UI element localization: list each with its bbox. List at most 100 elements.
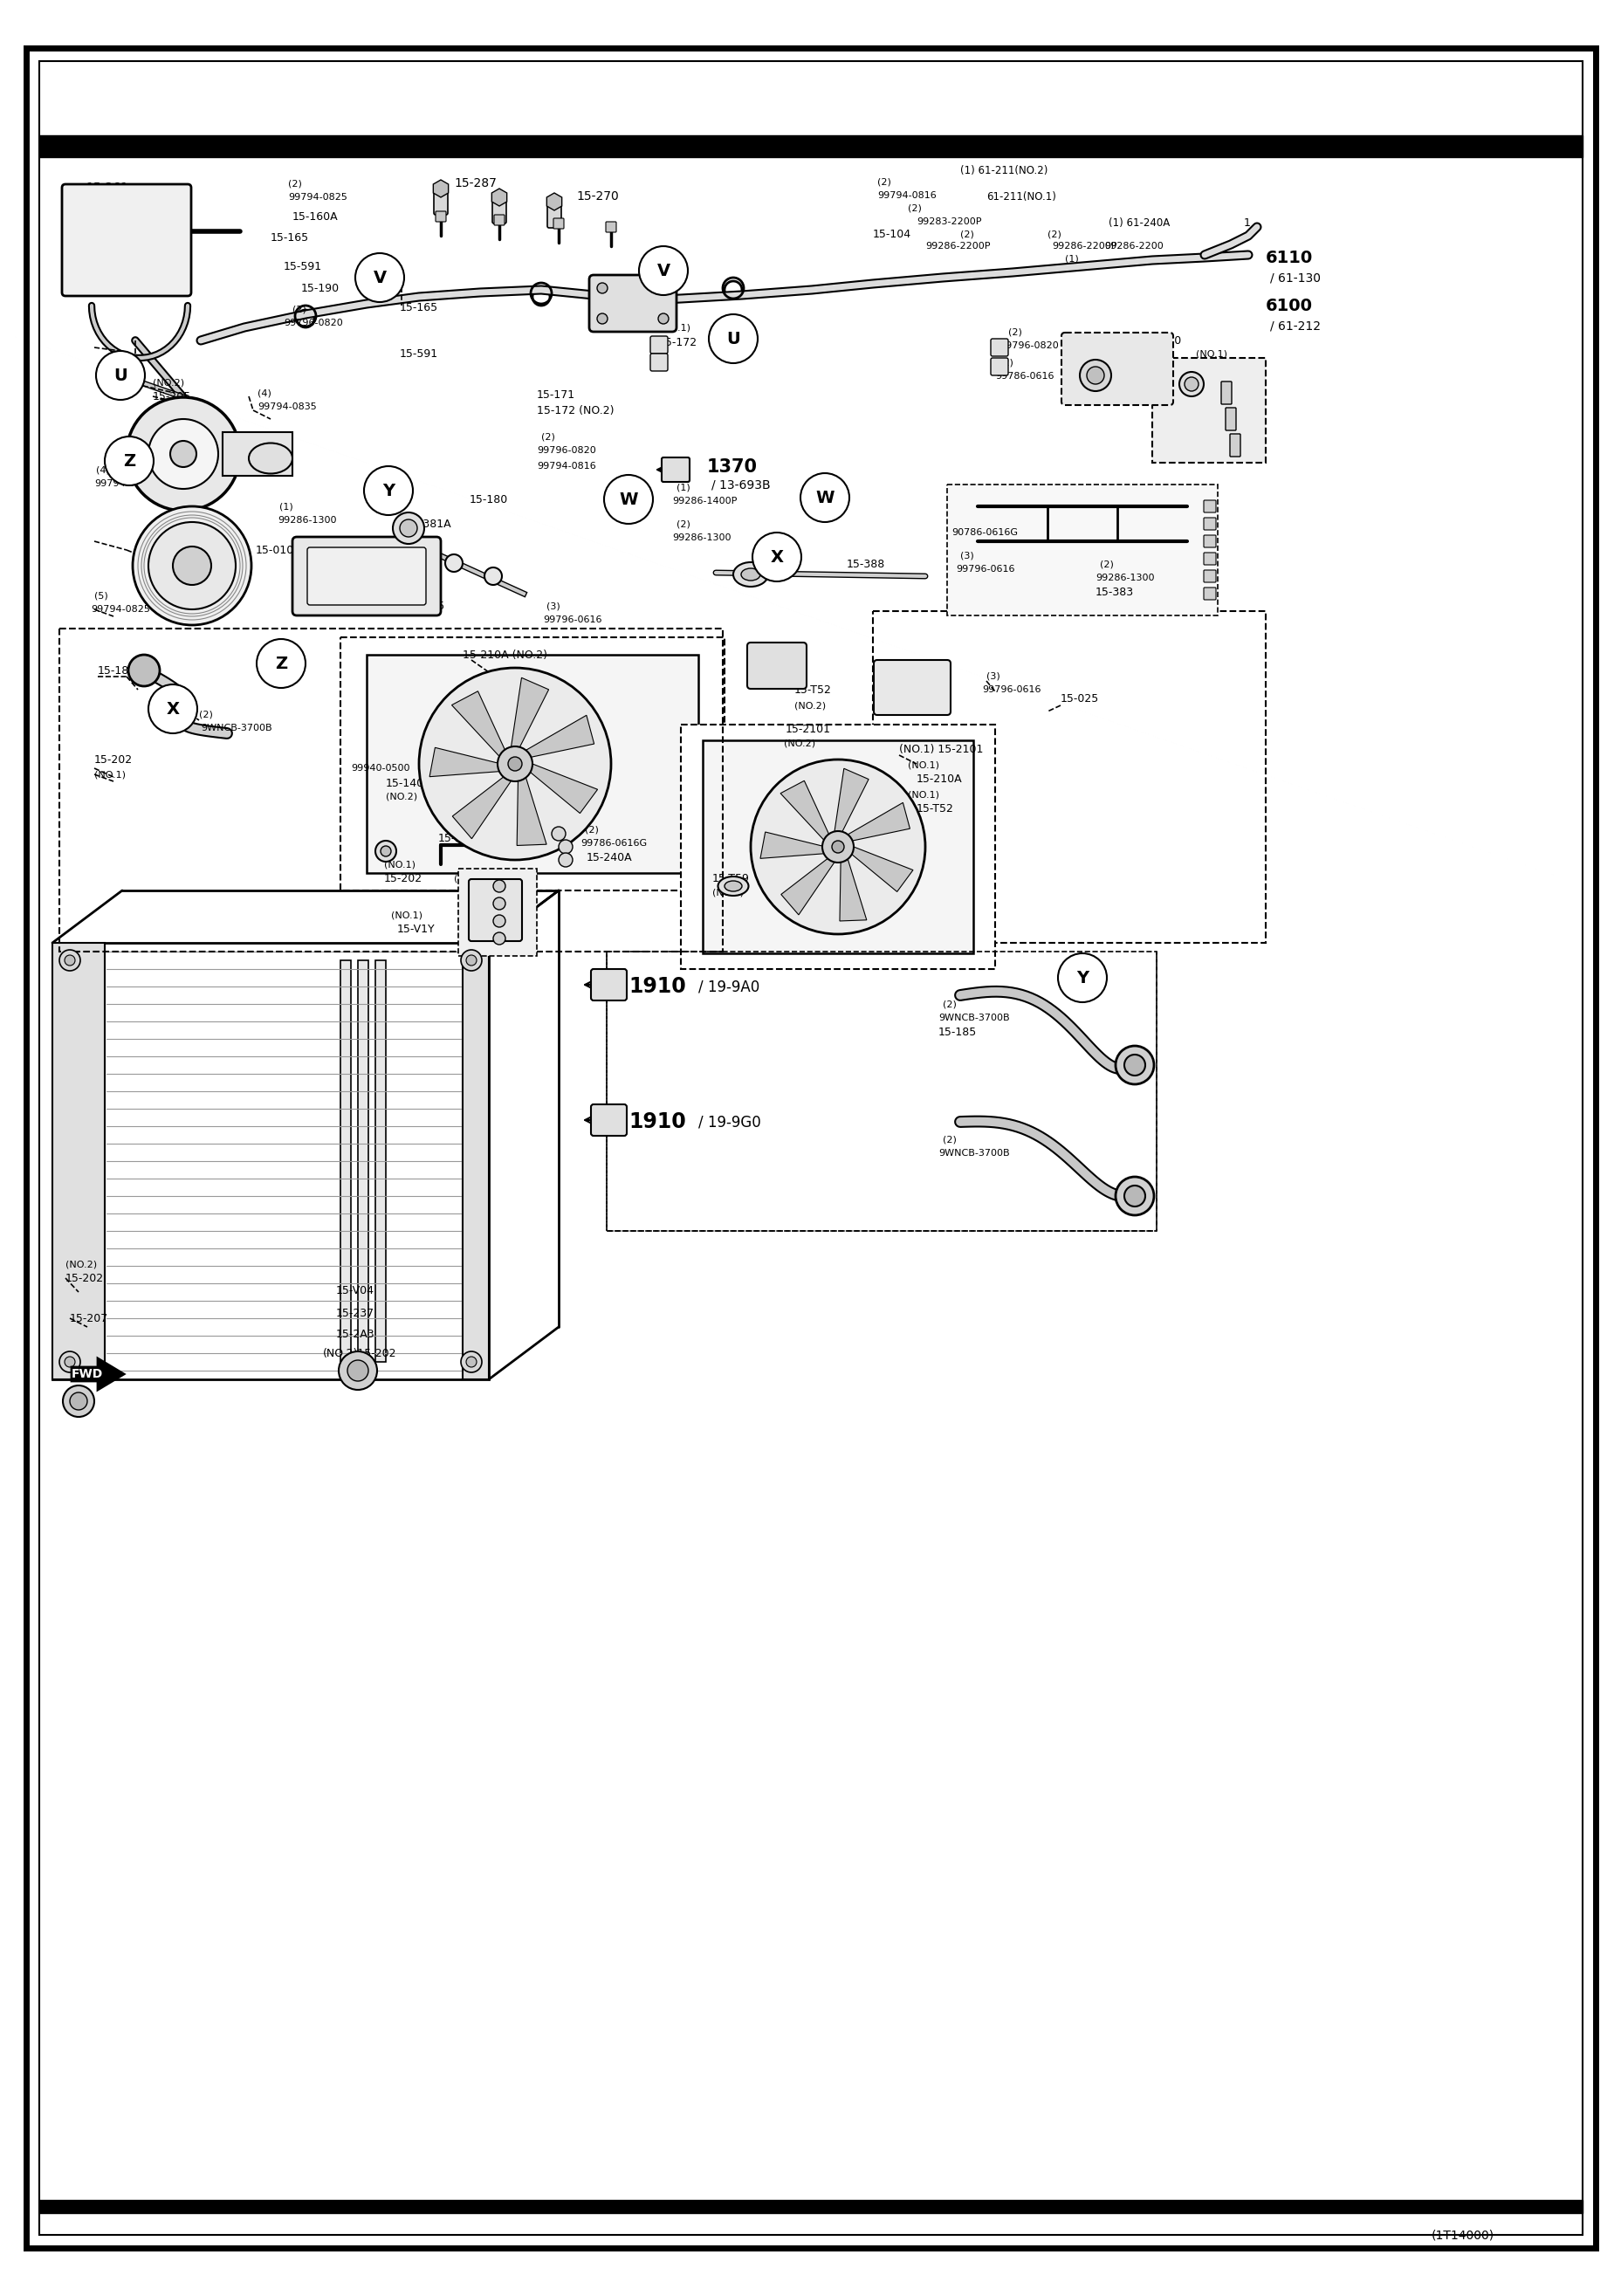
Text: 99794-0825: 99794-0825 xyxy=(289,193,347,202)
Circle shape xyxy=(751,760,926,934)
Text: V: V xyxy=(373,269,386,287)
Text: 99940-0500: 99940-0500 xyxy=(350,765,410,774)
Text: Z: Z xyxy=(123,452,135,468)
Circle shape xyxy=(708,315,757,363)
Text: 1910: 1910 xyxy=(629,976,686,996)
Polygon shape xyxy=(491,188,507,207)
Text: (NO.2): (NO.2) xyxy=(783,739,815,746)
Circle shape xyxy=(558,840,572,854)
Circle shape xyxy=(1183,377,1198,390)
Text: 99796-0616: 99796-0616 xyxy=(981,684,1041,693)
FancyBboxPatch shape xyxy=(1203,517,1216,530)
FancyBboxPatch shape xyxy=(1060,333,1172,404)
Circle shape xyxy=(485,567,501,585)
Text: 15-190: 15-190 xyxy=(302,282,339,294)
Text: FWD: FWD xyxy=(71,1368,104,1380)
Text: 99794-0825: 99794-0825 xyxy=(91,604,151,613)
FancyBboxPatch shape xyxy=(1151,358,1264,464)
Text: 15-240A: 15-240A xyxy=(587,852,632,863)
Bar xyxy=(606,951,1156,1231)
Polygon shape xyxy=(430,748,499,776)
Text: X: X xyxy=(167,700,180,716)
Text: (2): (2) xyxy=(942,1134,956,1143)
Text: 15-210A: 15-210A xyxy=(916,774,961,785)
FancyBboxPatch shape xyxy=(436,211,446,223)
FancyBboxPatch shape xyxy=(306,546,426,604)
Text: 15-T52: 15-T52 xyxy=(916,804,953,815)
Text: 15-270: 15-270 xyxy=(575,191,618,202)
Text: 15-287: 15-287 xyxy=(454,177,496,191)
Text: (2): (2) xyxy=(199,709,212,719)
Circle shape xyxy=(65,1357,75,1366)
Text: / 61-212: / 61-212 xyxy=(1269,319,1319,331)
FancyBboxPatch shape xyxy=(1203,535,1216,546)
Text: / 19-9G0: / 19-9G0 xyxy=(699,1114,760,1130)
Text: 15-140: 15-140 xyxy=(775,886,814,898)
Circle shape xyxy=(1080,360,1110,390)
Text: 1910: 1910 xyxy=(629,1111,686,1132)
Text: 15-591: 15-591 xyxy=(284,259,323,271)
Polygon shape xyxy=(780,781,828,840)
Text: 15-180: 15-180 xyxy=(470,494,507,505)
Text: 15-140: 15-140 xyxy=(386,778,425,790)
Text: 99796-0616: 99796-0616 xyxy=(955,565,1015,574)
Text: 15-160A: 15-160A xyxy=(292,211,339,223)
Text: (NO.2): (NO.2) xyxy=(454,875,485,882)
Circle shape xyxy=(355,253,404,303)
Circle shape xyxy=(70,1391,88,1410)
FancyBboxPatch shape xyxy=(1203,501,1216,512)
Circle shape xyxy=(363,466,413,514)
Circle shape xyxy=(460,951,481,971)
Text: V: V xyxy=(657,262,669,278)
Text: 15-591: 15-591 xyxy=(400,349,438,358)
FancyBboxPatch shape xyxy=(292,537,441,615)
Circle shape xyxy=(339,1352,378,1389)
Circle shape xyxy=(465,955,477,967)
Polygon shape xyxy=(511,677,548,746)
Text: (2): (2) xyxy=(877,177,890,186)
Text: 99286-2200P: 99286-2200P xyxy=(926,241,990,250)
Text: 15-010S: 15-010S xyxy=(256,544,302,556)
FancyBboxPatch shape xyxy=(62,184,191,296)
Circle shape xyxy=(1178,372,1203,397)
Text: 15-185: 15-185 xyxy=(939,1026,976,1038)
Text: 9WNCB-3700B: 9WNCB-3700B xyxy=(939,1013,1010,1022)
Bar xyxy=(374,960,386,1362)
Text: Y: Y xyxy=(383,482,394,498)
Text: 15-261: 15-261 xyxy=(86,181,128,193)
Text: 99786-0616G: 99786-0616G xyxy=(580,838,647,847)
Polygon shape xyxy=(433,179,447,197)
Text: (4): (4) xyxy=(258,388,271,397)
Circle shape xyxy=(105,436,154,484)
Circle shape xyxy=(148,521,235,608)
Circle shape xyxy=(1115,1047,1154,1084)
Circle shape xyxy=(381,845,391,856)
Text: (2): (2) xyxy=(289,179,302,188)
Text: 15-165: 15-165 xyxy=(271,232,310,243)
Ellipse shape xyxy=(733,563,768,588)
Text: (NO.1): (NO.1) xyxy=(712,889,744,895)
Text: 15-V04: 15-V04 xyxy=(336,1286,374,1295)
Ellipse shape xyxy=(248,443,292,473)
FancyBboxPatch shape xyxy=(1221,381,1230,404)
Circle shape xyxy=(597,282,608,294)
Text: (2): (2) xyxy=(292,305,306,315)
FancyBboxPatch shape xyxy=(590,1104,626,1137)
Text: 99796-0616: 99796-0616 xyxy=(543,615,601,625)
Polygon shape xyxy=(835,769,869,831)
Circle shape xyxy=(170,441,196,466)
Polygon shape xyxy=(848,804,909,840)
Text: Y: Y xyxy=(1076,969,1088,985)
FancyBboxPatch shape xyxy=(606,223,616,232)
Text: (1) 61-211(NO.2): (1) 61-211(NO.2) xyxy=(960,165,1047,177)
Text: 15-131: 15-131 xyxy=(152,535,191,544)
Circle shape xyxy=(639,246,687,296)
Text: 15-171: 15-171 xyxy=(537,388,575,400)
Text: 15-025: 15-025 xyxy=(1060,693,1099,705)
Text: (1): (1) xyxy=(1065,255,1078,262)
Text: 15-165: 15-165 xyxy=(400,301,438,312)
Polygon shape xyxy=(760,831,823,859)
Text: 15-205: 15-205 xyxy=(152,390,191,402)
Circle shape xyxy=(400,519,417,537)
Text: / 61-130: / 61-130 xyxy=(1269,271,1319,285)
